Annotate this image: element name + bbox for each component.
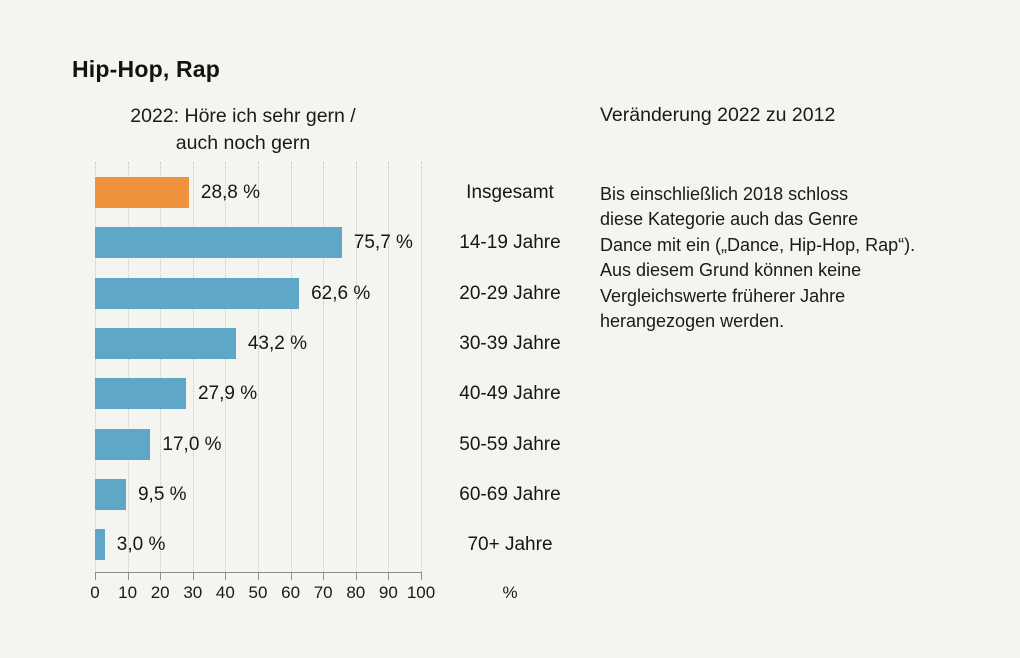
note-line: herangezogen werden. — [600, 311, 785, 332]
x-tick-40 — [225, 572, 227, 580]
x-tick-label-40: 40 — [215, 583, 235, 602]
x-tick-label-50: 50 — [248, 583, 268, 602]
x-tick-label-100: 100 — [406, 583, 436, 602]
x-tick-label-0: 0 — [90, 583, 100, 602]
gridline-60 — [290, 162, 292, 572]
bar-50-59-jahre — [95, 429, 151, 460]
x-tick-label-90: 90 — [378, 583, 398, 602]
comparison-header: Veränderung 2022 zu 2012 — [600, 104, 836, 126]
note-line: Dance mit ein („Dance, Hip-Hop, Rap“). — [600, 234, 916, 255]
category-label-50-59-jahre: 50-59 Jahre — [459, 434, 561, 455]
note-text: Bis einschließlich 2018 schloss diese Kat… — [600, 182, 960, 334]
x-tick-80 — [355, 572, 357, 580]
x-axis-unit-label: % — [502, 583, 518, 602]
category-label-30-39-jahre: 30-39 Jahre — [459, 333, 561, 354]
category-label-60-69-jahre: 60-69 Jahre — [459, 484, 561, 505]
note-line: Aus diesem Grund können keine — [600, 260, 862, 281]
x-tick-90 — [388, 572, 390, 580]
gridline-90 — [388, 162, 390, 572]
category-label-70-jahre: 70+ Jahre — [467, 534, 553, 555]
gridline-30 — [192, 162, 194, 572]
x-tick-10 — [127, 572, 129, 580]
bar-value-70-jahre: 3,0 % — [116, 534, 166, 555]
bar-value-20-29-jahre: 62,6 % — [311, 283, 371, 304]
gridline-50 — [258, 162, 259, 572]
chart-subtitle: 2022: Höre ich sehr gern / auch noch ger… — [90, 103, 396, 157]
x-tick-60 — [290, 572, 292, 580]
x-tick-20 — [160, 572, 162, 580]
chart-subtitle-line1: 2022: Höre ich sehr gern / — [130, 105, 356, 127]
bar-value-50-59-jahre: 17,0 % — [162, 434, 222, 455]
x-tick-label-80: 80 — [346, 583, 366, 602]
gridline-70 — [323, 162, 325, 572]
category-label-20-29-jahre: 20-29 Jahre — [459, 283, 561, 304]
chart-title: Hip-Hop, Rap — [72, 56, 221, 82]
gridline-100 — [421, 162, 422, 572]
gridline-40 — [225, 162, 227, 572]
bar-insgesamt — [95, 177, 189, 208]
bar-value-30-39-jahre: 43,2 % — [247, 333, 307, 354]
gridline-10 — [127, 162, 129, 572]
bar-60-69-jahre — [95, 479, 126, 510]
note-line: Vergleichswerte früherer Jahre — [600, 285, 846, 306]
bar-value-insgesamt: 28,8 % — [200, 182, 261, 203]
x-tick-30 — [192, 572, 194, 580]
note-line: Bis einschließlich 2018 schloss — [600, 184, 849, 204]
category-label-insgesamt: Insgesamt — [466, 182, 554, 203]
category-label-14-19-jahre: 14-19 Jahre — [459, 232, 561, 253]
x-tick-label-30: 30 — [183, 583, 203, 602]
bar-30-39-jahre — [95, 328, 236, 359]
chart-subtitle-line2: auch noch gern — [175, 132, 311, 154]
x-tick-0 — [95, 572, 96, 580]
gridline-80 — [355, 162, 357, 572]
x-tick-70 — [323, 572, 325, 580]
note-line: diese Kategorie auch das Genre — [600, 209, 859, 230]
bar-value-40-49-jahre: 27,9 % — [197, 383, 258, 404]
bar-14-19-jahre — [95, 227, 342, 258]
bar-20-29-jahre — [95, 278, 300, 309]
x-tick-label-60: 60 — [281, 583, 301, 602]
bar-value-60-69-jahre: 9,5 % — [137, 484, 187, 505]
x-tick-50 — [258, 572, 259, 580]
gridline-20 — [160, 162, 162, 572]
bar-value-14-19-jahre: 75,7 % — [353, 232, 413, 253]
gridline-0 — [95, 162, 96, 572]
x-tick-label-70: 70 — [313, 583, 333, 602]
category-label-40-49-jahre: 40-49 Jahre — [459, 383, 561, 404]
bar-40-49-jahre — [95, 378, 186, 409]
x-tick-label-10: 10 — [118, 583, 138, 602]
x-tick-label-20: 20 — [150, 583, 170, 602]
bar-70-jahre — [95, 529, 105, 560]
x-tick-100 — [421, 572, 422, 580]
